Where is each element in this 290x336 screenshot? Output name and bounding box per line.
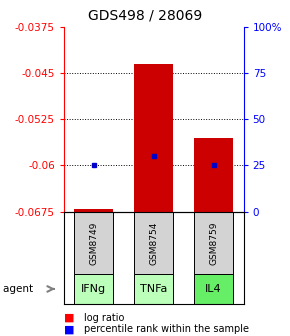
Bar xyxy=(134,274,173,304)
Text: IFNg: IFNg xyxy=(81,284,106,294)
Bar xyxy=(194,274,233,304)
Bar xyxy=(194,138,233,212)
Text: ■: ■ xyxy=(64,324,74,334)
Text: percentile rank within the sample: percentile rank within the sample xyxy=(84,324,249,334)
Bar xyxy=(74,209,113,212)
Text: GDS498 / 28069: GDS498 / 28069 xyxy=(88,8,202,23)
Bar xyxy=(74,274,113,304)
Bar xyxy=(134,212,173,274)
Bar xyxy=(134,64,173,212)
Bar xyxy=(74,212,113,274)
Text: GSM8759: GSM8759 xyxy=(209,221,218,265)
Text: TNFa: TNFa xyxy=(140,284,167,294)
Text: log ratio: log ratio xyxy=(84,312,124,323)
Text: GSM8754: GSM8754 xyxy=(149,221,158,265)
Text: agent: agent xyxy=(3,284,36,294)
Text: IL4: IL4 xyxy=(205,284,222,294)
Bar xyxy=(194,212,233,274)
Text: ■: ■ xyxy=(64,312,74,323)
Text: GSM8749: GSM8749 xyxy=(89,221,98,265)
